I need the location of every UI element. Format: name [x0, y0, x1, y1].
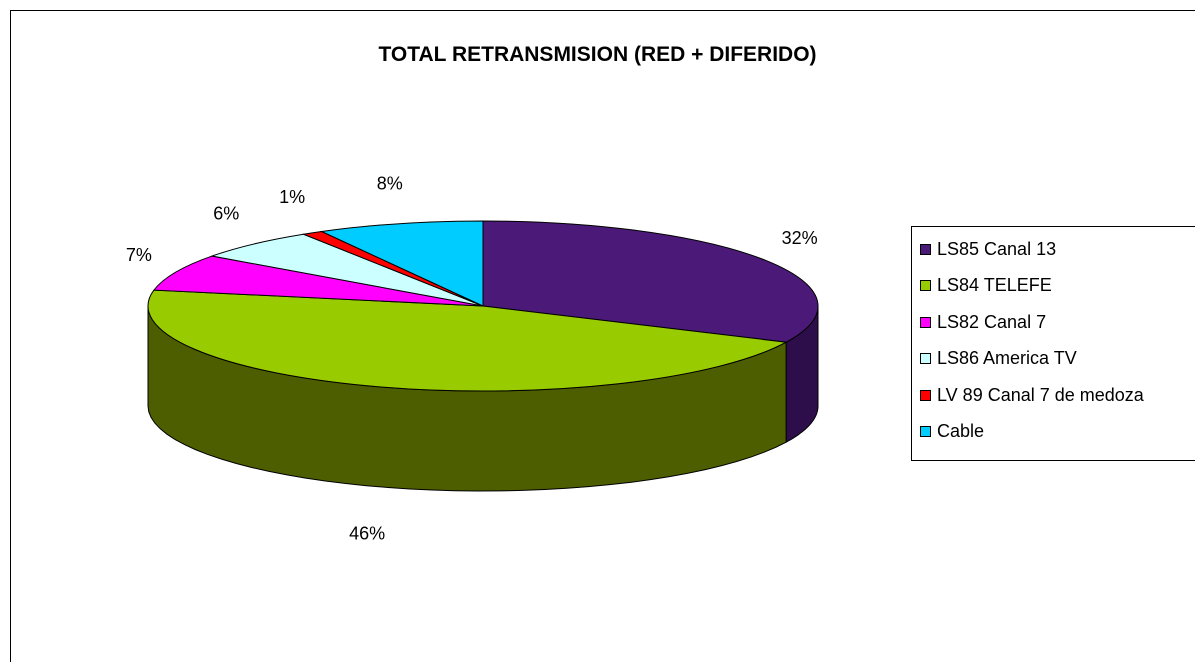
legend-swatch: [920, 243, 931, 255]
chart-title: TOTAL RETRANSMISION (RED + DIFERIDO): [378, 43, 817, 66]
data-label-lv-89-canal-7-de-medoza: 1%: [279, 187, 305, 207]
data-labels: 32% 46% 7% 6% 1% 8%: [126, 174, 818, 544]
legend-label: LS84 TELEFE: [937, 275, 1052, 295]
data-label-ls85-canal-13: 32%: [782, 228, 818, 248]
legend-item-ls86-america-tv: LS86 America TV: [920, 348, 1077, 369]
legend-swatch: [920, 316, 931, 328]
slice-cable: [319, 220, 484, 307]
pie-tops: [147, 220, 819, 392]
legend-item-ls82-canal-7: LS82 Canal 7: [920, 312, 1046, 332]
legend-item-cable: Cable: [920, 421, 985, 442]
data-label-ls86-america-tv: 6%: [213, 204, 239, 224]
legend-item-ls84-telefe: LS84 TELEFE: [920, 275, 1052, 296]
legend: LS85 Canal 13 LS84 TELEFE LS82 Canal 7 LS86…: [911, 226, 1195, 461]
legend-item-lv-89-canal-7-de-medoza: LV 89 Canal 7 de medoza: [920, 385, 1144, 405]
legend-label: LS86 America TV: [937, 348, 1077, 368]
legend-swatch: [920, 426, 931, 437]
slice-ls84-telefe: [147, 289, 788, 392]
data-label-ls84-telefe: 46%: [349, 524, 385, 544]
legend-swatch: [920, 280, 931, 291]
legend-item-ls85-canal-13: LS85 Canal 13: [920, 239, 1056, 259]
legend-swatch: [920, 389, 931, 401]
legend-label: LS85 Canal 13: [937, 238, 1057, 259]
slice-ls85-canal-13: [482, 220, 819, 343]
legend-label: LS82 Canal 7: [937, 311, 1047, 332]
slice-ls82-canal-7: [152, 255, 484, 307]
pie-sides: [147, 305, 819, 492]
legend-label: LV 89 Canal 7 de medoza: [937, 384, 1144, 405]
data-label-cable: 8%: [377, 174, 403, 194]
data-label-ls82-canal-7: 7%: [126, 245, 152, 265]
legend-swatch: [920, 353, 931, 364]
legend-label: Cable: [937, 421, 985, 441]
slice-ls86-america-tv: [210, 233, 484, 307]
